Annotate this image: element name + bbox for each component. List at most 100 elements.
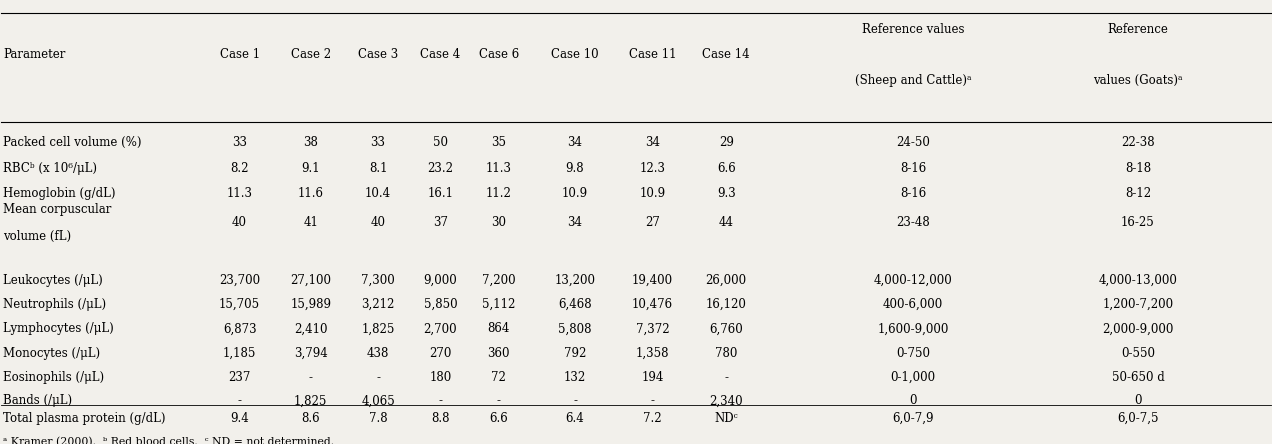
Text: 9.3: 9.3 [717, 187, 735, 200]
Text: 0: 0 [1135, 394, 1142, 407]
Text: 23-48: 23-48 [895, 216, 930, 230]
Text: Case 2: Case 2 [291, 48, 331, 61]
Text: ᵃ Kramer (2000).  ᵇ Red blood cells.  ᶜ ND = not determined.: ᵃ Kramer (2000). ᵇ Red blood cells. ᶜ ND… [4, 437, 335, 444]
Text: 5,850: 5,850 [424, 298, 457, 311]
Text: 5,112: 5,112 [482, 298, 515, 311]
Text: 34: 34 [567, 216, 583, 230]
Text: 1,200-7,200: 1,200-7,200 [1103, 298, 1174, 311]
Text: 7.8: 7.8 [369, 412, 388, 425]
Text: 8.1: 8.1 [369, 162, 387, 175]
Text: 8-16: 8-16 [899, 162, 926, 175]
Text: 23.2: 23.2 [427, 162, 453, 175]
Text: 9.1: 9.1 [301, 162, 321, 175]
Text: 44: 44 [719, 216, 734, 230]
Text: -: - [650, 394, 655, 407]
Text: Case 11: Case 11 [628, 48, 677, 61]
Text: 6,468: 6,468 [558, 298, 591, 311]
Text: Case 6: Case 6 [478, 48, 519, 61]
Text: 16,120: 16,120 [706, 298, 747, 311]
Text: Case 10: Case 10 [551, 48, 599, 61]
Text: 27: 27 [645, 216, 660, 230]
Text: 0-750: 0-750 [895, 347, 930, 360]
Text: Hemoglobin (g/dL): Hemoglobin (g/dL) [4, 187, 116, 200]
Text: 35: 35 [491, 136, 506, 149]
Text: 180: 180 [429, 371, 452, 384]
Text: 1,825: 1,825 [361, 322, 394, 336]
Text: 11.2: 11.2 [486, 187, 511, 200]
Text: 1,358: 1,358 [636, 347, 669, 360]
Text: 33: 33 [232, 136, 247, 149]
Text: 6.4: 6.4 [566, 412, 584, 425]
Text: 16-25: 16-25 [1121, 216, 1155, 230]
Text: 0: 0 [909, 394, 917, 407]
Text: 6,873: 6,873 [223, 322, 257, 336]
Text: 9.8: 9.8 [566, 162, 584, 175]
Text: 50: 50 [432, 136, 448, 149]
Text: 27,100: 27,100 [290, 274, 331, 287]
Text: 400-6,000: 400-6,000 [883, 298, 943, 311]
Text: 16.1: 16.1 [427, 187, 453, 200]
Text: 33: 33 [370, 136, 385, 149]
Text: 26,000: 26,000 [706, 274, 747, 287]
Text: 5,808: 5,808 [558, 322, 591, 336]
Text: -: - [309, 371, 313, 384]
Text: values (Goats)ᵃ: values (Goats)ᵃ [1093, 74, 1183, 87]
Text: volume (fL): volume (fL) [4, 230, 71, 243]
Text: 2,700: 2,700 [424, 322, 457, 336]
Text: 8.6: 8.6 [301, 412, 321, 425]
Text: -: - [439, 394, 443, 407]
Text: NDᶜ: NDᶜ [715, 412, 738, 425]
Text: 24-50: 24-50 [895, 136, 930, 149]
Text: 864: 864 [487, 322, 510, 336]
Text: 0-1,000: 0-1,000 [890, 371, 935, 384]
Text: 3,794: 3,794 [294, 347, 328, 360]
Text: 0-550: 0-550 [1121, 347, 1155, 360]
Text: -: - [497, 394, 501, 407]
Text: 8-18: 8-18 [1124, 162, 1151, 175]
Text: 8.2: 8.2 [230, 162, 249, 175]
Text: 1,185: 1,185 [223, 347, 256, 360]
Text: 40: 40 [370, 216, 385, 230]
Text: 34: 34 [645, 136, 660, 149]
Text: 4,000-13,000: 4,000-13,000 [1099, 274, 1178, 287]
Text: Reference: Reference [1108, 24, 1168, 36]
Text: Parameter: Parameter [4, 48, 66, 61]
Text: 237: 237 [229, 371, 251, 384]
Text: -: - [572, 394, 577, 407]
Text: 194: 194 [641, 371, 664, 384]
Text: Packed cell volume (%): Packed cell volume (%) [4, 136, 141, 149]
Text: 7,372: 7,372 [636, 322, 669, 336]
Text: 1,825: 1,825 [294, 394, 327, 407]
Text: 2,340: 2,340 [710, 394, 743, 407]
Text: 11.6: 11.6 [298, 187, 323, 200]
Text: 34: 34 [567, 136, 583, 149]
Text: -: - [377, 371, 380, 384]
Text: 8-16: 8-16 [899, 187, 926, 200]
Text: 29: 29 [719, 136, 734, 149]
Text: 360: 360 [487, 347, 510, 360]
Text: 11.3: 11.3 [226, 187, 253, 200]
Text: Mean corpuscular: Mean corpuscular [4, 203, 112, 216]
Text: 780: 780 [715, 347, 738, 360]
Text: 792: 792 [563, 347, 586, 360]
Text: 7,300: 7,300 [361, 274, 394, 287]
Text: 4,065: 4,065 [361, 394, 394, 407]
Text: 10,476: 10,476 [632, 298, 673, 311]
Text: 30: 30 [491, 216, 506, 230]
Text: Lymphocytes (/μL): Lymphocytes (/μL) [4, 322, 114, 336]
Text: Case 14: Case 14 [702, 48, 750, 61]
Text: -: - [724, 371, 728, 384]
Text: 19,400: 19,400 [632, 274, 673, 287]
Text: 10.9: 10.9 [562, 187, 588, 200]
Text: 7,200: 7,200 [482, 274, 515, 287]
Text: 270: 270 [429, 347, 452, 360]
Text: 6.6: 6.6 [490, 412, 508, 425]
Text: Eosinophils (/μL): Eosinophils (/μL) [4, 371, 104, 384]
Text: 12.3: 12.3 [640, 162, 665, 175]
Text: 38: 38 [303, 136, 318, 149]
Text: 7.2: 7.2 [644, 412, 661, 425]
Text: 10.9: 10.9 [640, 187, 665, 200]
Text: 23,700: 23,700 [219, 274, 261, 287]
Text: 13,200: 13,200 [555, 274, 595, 287]
Text: Neutrophils (/μL): Neutrophils (/μL) [4, 298, 107, 311]
